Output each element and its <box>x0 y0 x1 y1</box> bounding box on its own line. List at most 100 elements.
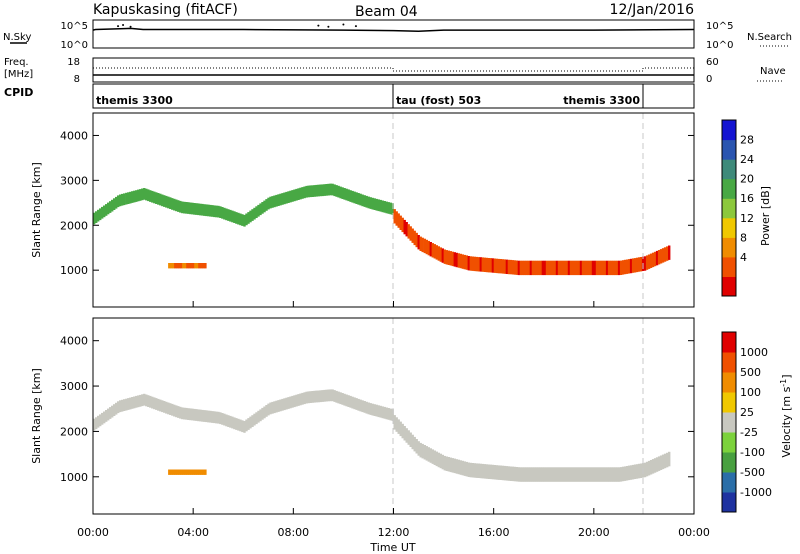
velocity-echo-0-86 <box>265 405 268 417</box>
power-echo-1-23 <box>439 247 442 262</box>
velocity-echo-0-83 <box>259 409 262 422</box>
power-echo-0-129 <box>351 190 354 203</box>
power-echo-2-14 <box>196 263 199 269</box>
velocity-echo-0-110 <box>313 390 316 403</box>
power-colorbar-swatch-6 <box>722 159 736 180</box>
frequency-label-line1: Freq. <box>4 57 29 68</box>
velocity-echo-0-35 <box>163 401 166 413</box>
velocity-echo-0-129 <box>351 396 354 409</box>
nave-tick-bottom: 0 <box>706 74 712 85</box>
power-echo-1-8 <box>409 226 412 241</box>
velocity-echo-1-41 <box>475 463 478 478</box>
power-echo-0-57 <box>207 204 210 217</box>
velocity-echo-0-99 <box>291 395 294 408</box>
velocity-echo-1-70 <box>533 467 537 482</box>
velocity-echo-2-1 <box>170 469 173 475</box>
velocity-echo-0-2 <box>97 415 100 428</box>
power-echo-1-5 <box>403 219 406 235</box>
power-echo-0-88 <box>269 196 272 209</box>
power-echo-1-37 <box>467 256 470 271</box>
power-echo-0-31 <box>155 192 158 204</box>
velocity-echo-1-89 <box>571 467 575 482</box>
power-echo-1-88 <box>569 260 573 276</box>
velocity-echo-1-44 <box>481 463 484 479</box>
power-echo-0-130 <box>353 191 356 204</box>
velocity-echo-1-125 <box>643 462 647 478</box>
velocity-echo-0-109 <box>311 391 314 403</box>
power-echo-0-95 <box>283 192 286 205</box>
velocity-echo-1-17 <box>427 447 430 462</box>
noise-left-label: N.Sky <box>3 32 31 43</box>
power-echo-0-90 <box>273 195 276 208</box>
velocity-echo-0-101 <box>295 394 298 407</box>
velocity-echo-0-14 <box>121 399 124 412</box>
power-echo-0-91 <box>275 194 278 207</box>
velocity-echo-0-76 <box>245 419 248 432</box>
power-echo-2-17 <box>202 263 205 269</box>
power-echo-1-55 <box>503 259 507 274</box>
velocity-echo-0-11 <box>115 402 118 415</box>
power-echo-0-125 <box>343 188 346 200</box>
power-echo-0-99 <box>291 190 294 202</box>
velocity-echo-0-147 <box>387 408 390 420</box>
power-echo-0-113 <box>319 184 322 197</box>
power-echo-1-127 <box>647 254 651 269</box>
velocity-y-axis: 1000 2000 3000 4000 <box>60 335 694 484</box>
velocity-echo-0-70 <box>233 417 236 430</box>
power-echo-2-16 <box>200 263 203 269</box>
power-echo-0-26 <box>145 188 148 201</box>
velocity-echo-1-87 <box>567 467 571 482</box>
power-echo-0-100 <box>293 189 296 202</box>
power-echo-2-7 <box>182 263 185 269</box>
frequency-label-line2: [MHz] <box>4 69 33 80</box>
velocity-echo-0-105 <box>303 392 306 405</box>
power-echo-1-9 <box>411 228 414 243</box>
power-echo-1-95 <box>583 260 587 276</box>
power-echo-0-119 <box>331 183 334 196</box>
velocity-echo-1-9 <box>411 434 414 450</box>
noise-left-tick-bottom: 10^0 <box>61 40 88 51</box>
velocity-echo-0-123 <box>339 392 342 405</box>
power-echo-0-25 <box>143 188 146 200</box>
velocity-echo-1-42 <box>477 463 480 478</box>
velocity-echo-0-47 <box>187 408 190 420</box>
velocity-echo-1-63 <box>519 467 523 482</box>
time-x-axis: 00:00 04:00 08:00 12:00 16:00 20:00 00:00 <box>77 301 710 539</box>
velocity-echo-0-34 <box>161 400 164 413</box>
power-echo-0-2 <box>97 209 100 222</box>
x-tick-label-4: 16:00 <box>478 526 510 539</box>
velocity-echo-2-14 <box>196 469 199 475</box>
power-echo-0-97 <box>287 191 290 203</box>
power-echo-0-139 <box>371 197 374 210</box>
power-colorbar-swatch-7 <box>722 139 736 160</box>
noise-right-tick-top: 10^5 <box>706 21 733 32</box>
velocity-echo-0-58 <box>209 410 212 423</box>
velocity-echo-0-44 <box>181 407 184 420</box>
power-echo-1-16 <box>425 239 428 255</box>
power-echo-1-36 <box>465 255 468 270</box>
velocity-echo-1-33 <box>459 460 462 475</box>
power-echo-0-96 <box>285 191 288 204</box>
noise-dot-5 <box>342 23 345 26</box>
power-echo-0-107 <box>307 185 310 198</box>
velocity-echo-0-71 <box>235 418 238 430</box>
velocity-echo-0-28 <box>149 395 152 408</box>
power-echo-1-131 <box>655 250 659 266</box>
power-echo-1-11 <box>415 232 418 248</box>
power-echo-0-86 <box>265 199 268 211</box>
power-echo-0-110 <box>313 185 316 197</box>
power-colorbar-swatch-3 <box>722 217 736 238</box>
power-echo-0-80 <box>253 207 256 220</box>
cpid-segment-3: themis 3300 <box>563 94 640 107</box>
station-title: Kapuskasing (fitACF) <box>93 2 238 18</box>
cpid-segment-1: themis 3300 <box>96 94 173 107</box>
power-echo-1-20 <box>433 244 436 259</box>
power-echo-1-25 <box>443 249 446 264</box>
velocity-echo-0-54 <box>201 409 204 422</box>
power-echo-1-74 <box>541 260 545 276</box>
power-echo-1-58 <box>509 259 513 275</box>
velocity-echo-1-83 <box>559 467 563 482</box>
velocity-echo-2-10 <box>188 469 191 475</box>
power-y-axis: 1000 2000 3000 4000 <box>60 129 694 277</box>
power-echo-1-133 <box>659 249 663 264</box>
